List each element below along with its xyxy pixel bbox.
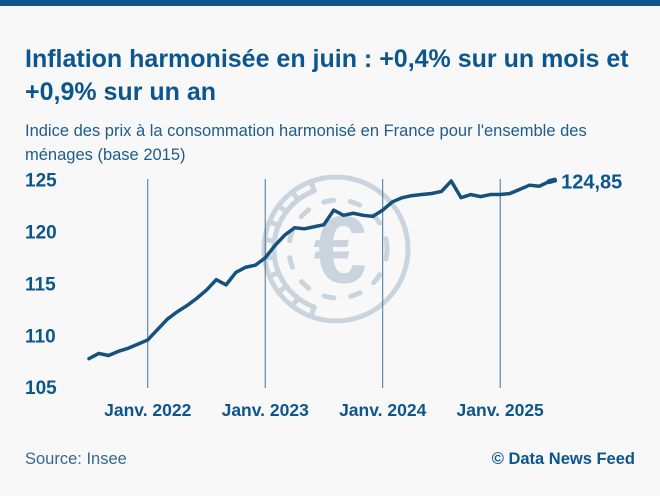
credit-label: © Data News Feed [491, 450, 635, 468]
x-tick-label: Janv. 2023 [222, 400, 310, 420]
y-tick-label: 110 [25, 326, 56, 347]
brand-top-bar [0, 0, 660, 6]
x-tick-label: Janv. 2022 [104, 400, 192, 420]
page-subtitle: Indice des prix à la consommation harmon… [25, 121, 587, 164]
x-tick-label: Janv. 2024 [339, 400, 427, 420]
y-tick-label: 115 [25, 274, 56, 295]
euro-coin-watermark-icon: € [261, 174, 411, 324]
inflation-series-line [87, 179, 551, 361]
y-tick-label: 120 [25, 222, 57, 243]
end-value-label: 124,85 [561, 172, 622, 194]
x-tick-label: Janv. 2025 [457, 400, 545, 420]
series-end-marker [547, 177, 558, 185]
page-title: Inflation harmonisée en juin : +0,4% sur… [25, 44, 629, 106]
source-label: Source: Insee [25, 450, 127, 468]
y-tick-label: 105 [25, 378, 57, 399]
inflation-line-chart: € 105 110 115 120 125 Janv. 2022 Janv. 2023 Ja… [25, 171, 622, 421]
y-tick-label: 125 [25, 171, 57, 192]
